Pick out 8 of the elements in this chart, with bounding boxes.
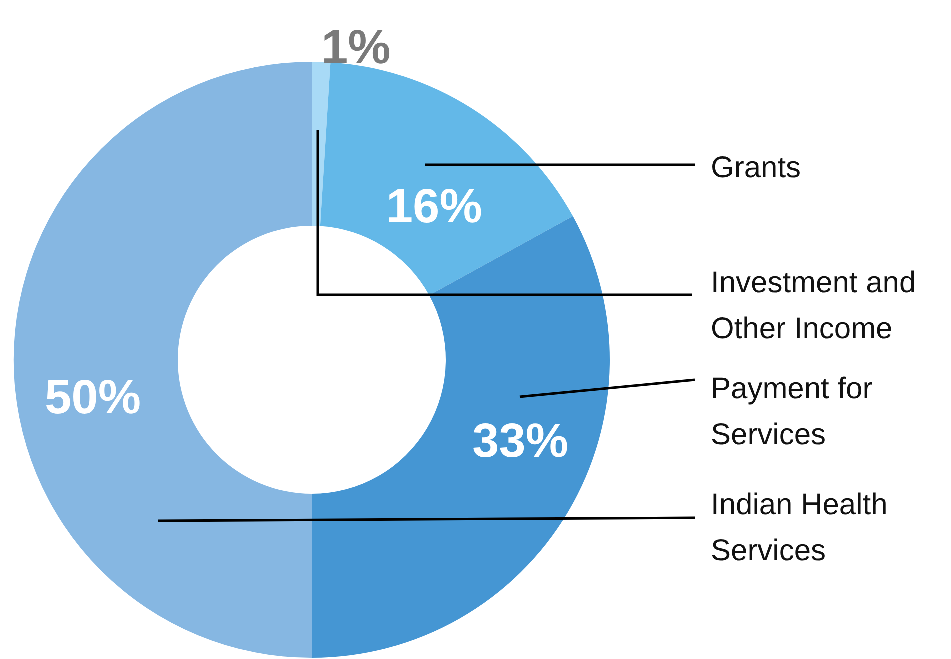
slice-label: Payment for Services xyxy=(711,372,873,452)
slice-label: Grants xyxy=(711,152,802,184)
data-label: 16% xyxy=(386,180,482,234)
slice-label: Indian Health Services xyxy=(711,488,888,568)
data-label: 50% xyxy=(44,372,142,424)
data-label: 1% xyxy=(321,22,391,75)
slice-label: Investment and Other Income xyxy=(711,266,916,346)
data-label: 33% xyxy=(472,414,569,468)
